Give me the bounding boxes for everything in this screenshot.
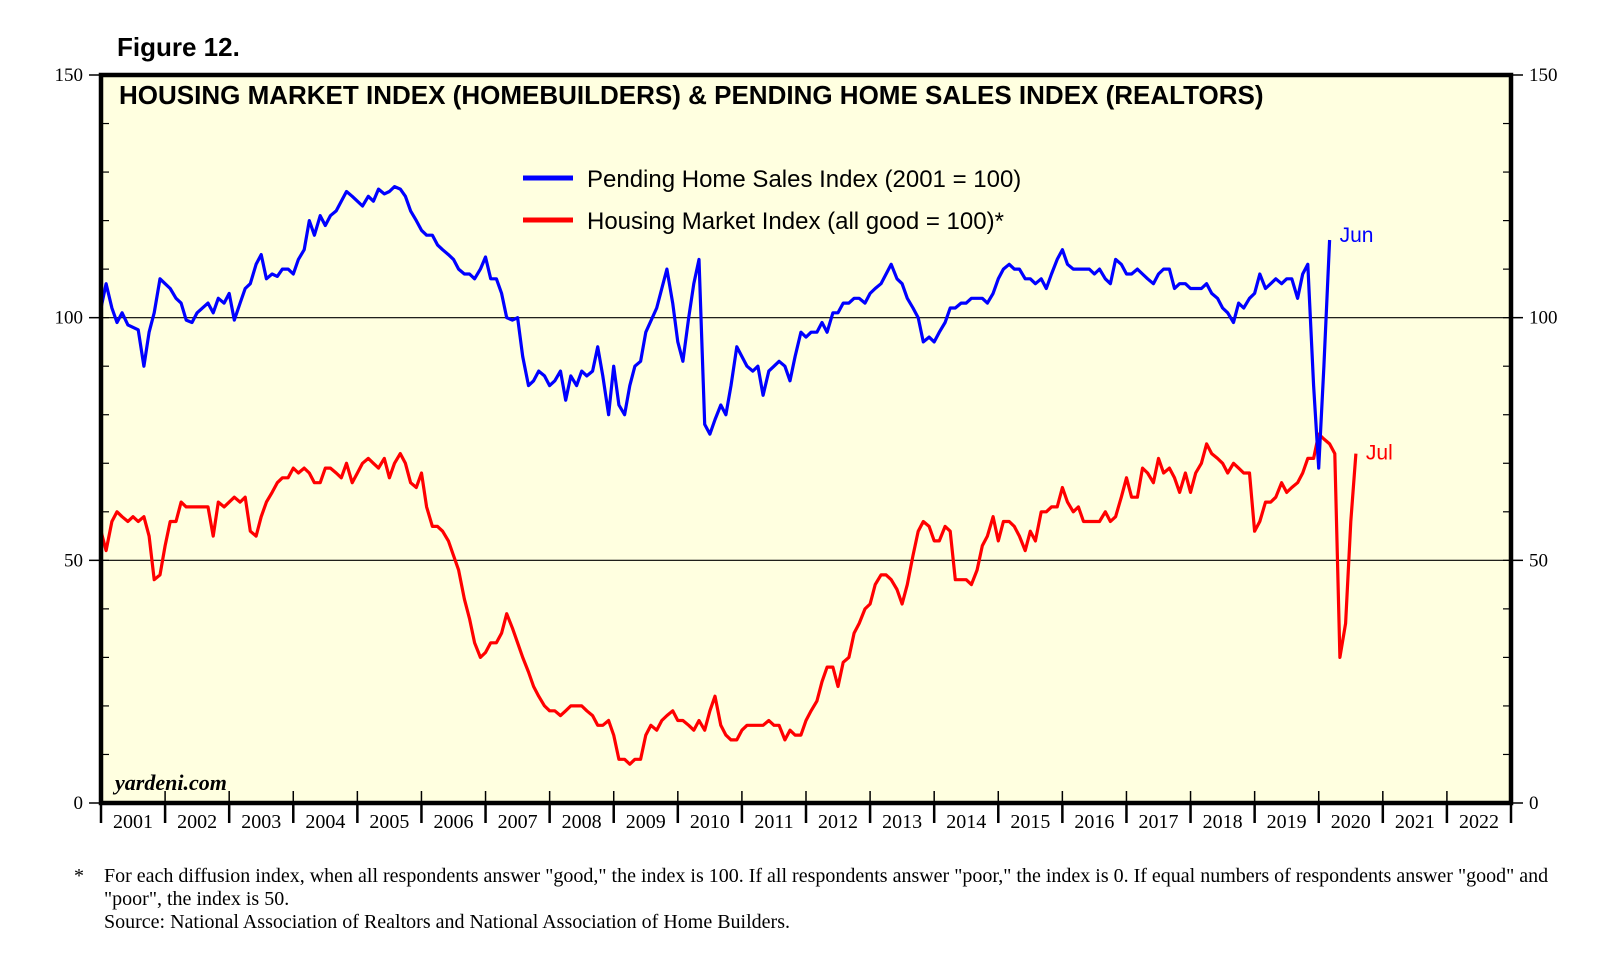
x-tick-label-2015: 2015 [1010,811,1050,833]
x-tick-label-2006: 2006 [434,811,474,833]
x-tick-label-2011: 2011 [754,811,793,833]
x-tick-label-2019: 2019 [1267,811,1307,833]
series-layer [99,185,1358,766]
x-tick-label-2021: 2021 [1395,811,1435,833]
x-tick-label-2018: 2018 [1203,811,1243,833]
legend-label-hmi: Housing Market Index (all good = 100)* [587,208,1004,235]
chart-title: HOUSING MARKET INDEX (HOMEBUILDERS) & PE… [119,80,1264,110]
x-tick-label-2012: 2012 [818,811,858,833]
y-tick-label-left: 100 [55,308,84,329]
source-text: Source: National Association of Realtors… [104,911,790,933]
y-tick-label-right: 150 [1529,65,1558,86]
y-tick-label-left: 50 [64,550,83,571]
x-tick-label-2020: 2020 [1331,811,1371,833]
plot-area [101,75,1511,803]
housing-market-index-line [99,432,1358,766]
figure-label: Figure 12. [117,32,240,62]
x-tick-label-2022: 2022 [1459,811,1499,833]
x-tick-label-2013: 2013 [882,811,922,833]
end-label-jun: Jun [1340,224,1374,247]
end-label-jul: Jul [1366,442,1393,465]
x-tick-label-2010: 2010 [690,811,730,833]
x-tick-label-2004: 2004 [305,811,345,833]
x-tick-label-2002: 2002 [177,811,217,833]
x-axis: 2001 2002 2003 2004 2005 2006 2007 2008 2009 2010… [99,791,1513,833]
y-axis-right: 0 50 100 150 [1511,65,1558,814]
x-tick-label-2003: 2003 [241,811,281,833]
x-tick-label-2001: 2001 [113,811,153,833]
watermark: yardeni.com [112,770,227,795]
x-tick-label-2008: 2008 [562,811,602,833]
legend-label-pending: Pending Home Sales Index (2001 = 100) [587,166,1021,193]
pending-home-sales-line [99,185,1332,470]
footnote-marker: * [74,865,84,887]
x-tick-label-2009: 2009 [626,811,666,833]
reference-lines [101,317,1511,561]
x-tick-label-2005: 2005 [369,811,409,833]
y-axis-left: 0 50 100 150 [55,65,101,814]
legend: Pending Home Sales Index (2001 = 100) Ho… [523,166,1021,235]
footnote: * For each diffusion index, when all res… [74,865,1594,934]
x-tick-label-2014: 2014 [946,811,986,833]
y-tick-label-right: 0 [1529,793,1539,814]
y-tick-label-left: 150 [55,65,84,86]
y-tick-label-right: 100 [1529,308,1558,329]
y-tick-label-left: 0 [74,793,84,814]
footnote-text: For each diffusion index, when all respo… [104,865,1549,910]
x-tick-label-2007: 2007 [498,811,538,833]
x-tick-label-2016: 2016 [1074,811,1114,833]
y-tick-label-right: 50 [1529,550,1548,571]
x-tick-label-2017: 2017 [1139,811,1179,833]
